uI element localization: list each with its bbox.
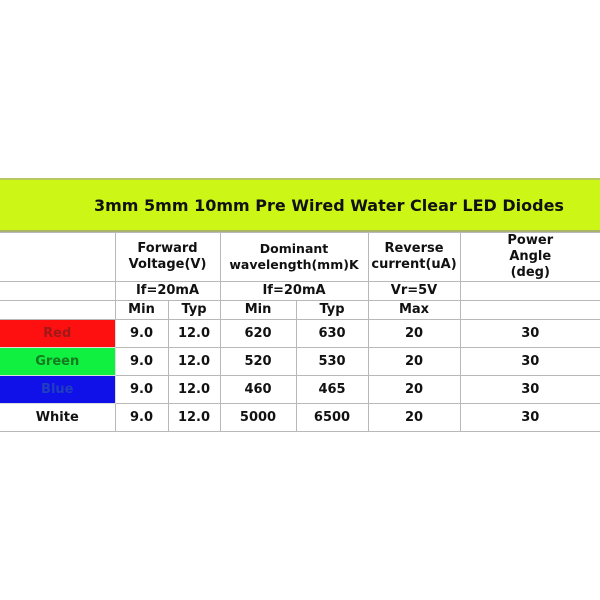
subheader-dw-typ: Typ [295,300,369,320]
table-row: White 9.0 12.0 5000 6500 20 30 [0,403,600,432]
header-row: Forward Voltage(V) Dominant wavelength(m… [0,232,600,282]
fv-min: 9.0 [114,347,169,376]
subheader-row: Min Typ Min Typ Max [0,300,600,320]
dw-min: 520 [219,347,297,376]
dw-min: 620 [219,319,297,348]
condition-forward-voltage: If=20mA [114,281,221,301]
empty-cell [0,281,116,301]
rc-max: 20 [367,319,461,348]
color-label: White [0,403,116,432]
dw-min: 460 [219,375,297,404]
rc-max: 20 [367,375,461,404]
power-angle: 30 [459,347,600,376]
table-row: Green 9.0 12.0 520 530 20 30 [0,347,600,376]
condition-row: If=20mA If=20mA Vr=5V [0,281,600,301]
rc-max: 20 [367,403,461,432]
condition-dominant-wavelength: If=20mA [219,281,369,301]
header-forward-voltage: Forward Voltage(V) [114,232,221,282]
header-dominant-wavelength: Dominant wavelength(mm)K [219,232,369,282]
dw-typ: 530 [295,347,369,376]
dw-typ: 465 [295,375,369,404]
empty-cell [0,300,116,320]
table-row: Red 9.0 12.0 620 630 20 30 [0,319,600,348]
header-power-angle: Power Angle (deg) [459,232,600,282]
fv-typ: 12.0 [167,375,221,404]
empty-cell [459,281,600,301]
subheader-rc-max: Max [367,300,461,320]
fv-typ: 12.0 [167,403,221,432]
power-angle: 30 [459,375,600,404]
fv-min: 9.0 [114,319,169,348]
color-label: Green [0,347,116,376]
power-angle: 30 [459,319,600,348]
color-label: Red [0,319,116,348]
color-label: Blue [0,375,116,404]
dw-min: 5000 [219,403,297,432]
led-spec-table: Forward Voltage(V) Dominant wavelength(m… [0,232,600,432]
header-reverse-current: Reverse current(uA) [367,232,461,282]
subheader-dw-min: Min [219,300,297,320]
fv-typ: 12.0 [167,347,221,376]
rc-max: 20 [367,347,461,376]
dw-typ: 6500 [295,403,369,432]
dw-typ: 630 [295,319,369,348]
table-row: Blue 9.0 12.0 460 465 20 30 [0,375,600,404]
fv-min: 9.0 [114,375,169,404]
table-title: 3mm 5mm 10mm Pre Wired Water Clear LED D… [94,195,564,215]
power-angle: 30 [459,403,600,432]
empty-cell [459,300,600,320]
condition-reverse-current: Vr=5V [367,281,461,301]
subheader-fv-min: Min [114,300,169,320]
empty-cell [0,232,116,282]
fv-min: 9.0 [114,403,169,432]
table-title-band: 3mm 5mm 10mm Pre Wired Water Clear LED D… [0,178,600,232]
fv-typ: 12.0 [167,319,221,348]
subheader-fv-typ: Typ [167,300,221,320]
